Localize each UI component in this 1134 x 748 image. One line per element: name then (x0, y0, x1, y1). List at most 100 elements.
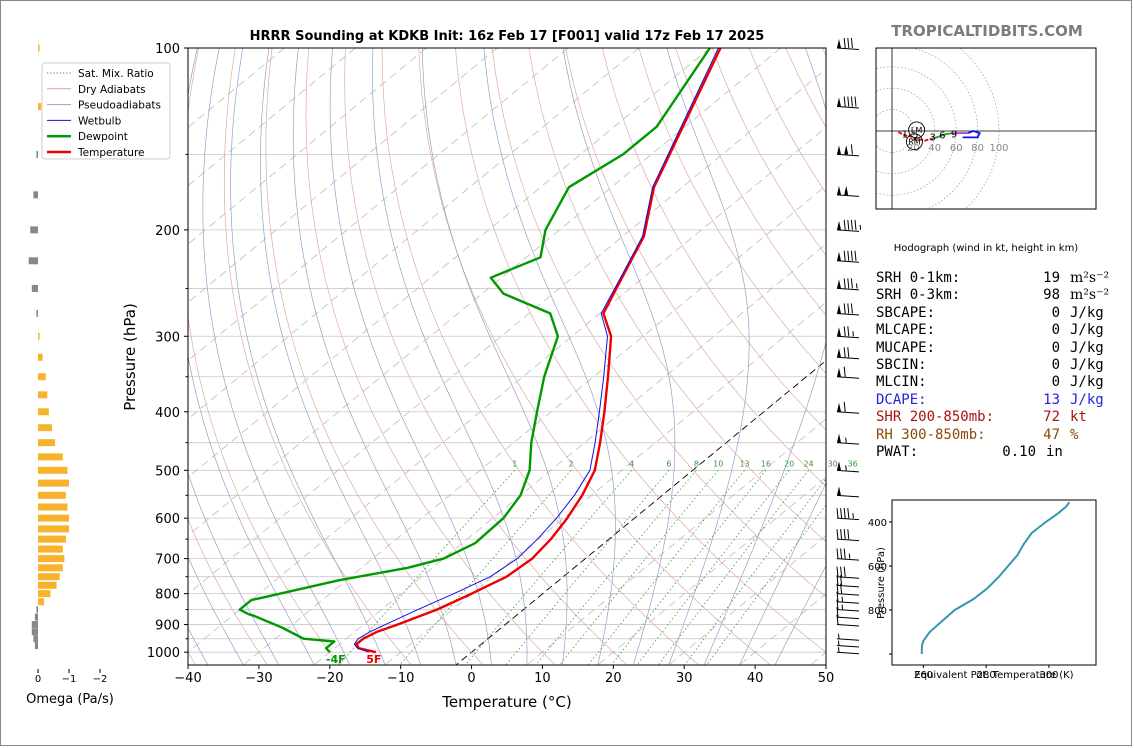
hodograph-caption: Hodograph (wind in kt, height in km) (894, 243, 1079, 254)
wetbulb-profile (353, 48, 719, 653)
pseudoadiabat (739, 482, 826, 665)
barb-full (843, 508, 846, 519)
param-row: RH 300-850mb: 47% (876, 427, 1096, 444)
x-tick-label: −20 (316, 671, 343, 686)
isotherm (243, 185, 826, 665)
barb-full (850, 250, 853, 261)
dry-adiabat (188, 48, 340, 665)
pseudoadiabat (188, 48, 315, 665)
barb-staff (836, 638, 860, 641)
barb-staff (836, 609, 860, 612)
isotherm (526, 418, 826, 665)
mixing-ratio-label: 6 (666, 459, 671, 468)
barb-pennant (837, 461, 841, 471)
param-unit: J/kg (1070, 391, 1104, 408)
barb-staff (836, 651, 860, 655)
barb-staff (836, 106, 860, 109)
hodograph-height-label: 1 (902, 130, 908, 141)
barb-half (841, 604, 844, 610)
mixing-ratio-line (338, 470, 516, 665)
param-unit: in (1046, 443, 1063, 460)
wind-barb (836, 461, 860, 473)
y-tick-label: 700 (155, 553, 180, 568)
barb-full (843, 401, 846, 412)
mixing-ratio-label: 16 (761, 459, 771, 468)
barb-pennant (837, 145, 841, 155)
legend-box (41, 62, 171, 160)
barb-full (836, 607, 839, 618)
barb-half (845, 437, 847, 443)
dry-adiabat (601, 48, 826, 431)
mixing-ratio-line (706, 504, 826, 665)
pseudoadiabat (188, 556, 244, 665)
mixing-ratio-label: 2 (569, 459, 574, 468)
barb-staff (836, 517, 860, 521)
wind-barb (836, 548, 860, 561)
omega-bar (38, 564, 63, 572)
skewt-xlabel: Temperature (°C) (441, 693, 571, 711)
mixing-ratio-line (657, 470, 809, 665)
barb-staff (836, 616, 860, 620)
barb-staff (836, 287, 860, 291)
wind-barb (836, 347, 860, 360)
dry-adiabat (455, 48, 826, 653)
x-tick-label: 40 (747, 671, 764, 686)
param-value: 13 (1043, 391, 1060, 408)
barb-full (843, 326, 846, 337)
param-label: DCAPE: (876, 391, 927, 408)
omega-bar (31, 284, 38, 292)
dry-adiabat (638, 48, 826, 374)
param-row: MLCIN: 0 J/kg (876, 374, 1104, 391)
temperature-profile (355, 48, 722, 654)
barb-full (854, 250, 857, 261)
barb-pennant (837, 486, 841, 496)
omega-bar (36, 309, 38, 317)
surface-temperature-label: 5F (366, 653, 381, 666)
omega-bar (31, 628, 38, 636)
barb-full (850, 219, 853, 230)
barb-full (840, 548, 843, 559)
barb-half (845, 465, 847, 471)
param-unit: m²s⁻² (1070, 287, 1110, 304)
omega-tick-label: −2 (93, 674, 108, 685)
barb-pennant (837, 251, 841, 261)
storm-motion-marker (908, 121, 926, 139)
theta-e-y-tick-label: 600 (868, 562, 887, 573)
legend-entry: Dry Adiabats (78, 84, 146, 96)
mixing-ratio-label: 8 (694, 459, 699, 468)
legend-entry: Pseudoadiabats (78, 100, 161, 112)
wind-barb (836, 614, 860, 627)
theta-e-x-tick-label: 300 (1039, 670, 1058, 681)
param-value: 19 (1043, 270, 1060, 286)
omega-xlabel: Omega (Pa/s) (26, 692, 114, 707)
omega-bar (38, 353, 43, 361)
barb-pennant (837, 348, 841, 358)
wind-barb (836, 303, 860, 316)
wind-barb (836, 326, 860, 339)
param-row: SBCIN: 0 J/kg (876, 357, 1104, 374)
barb-staff (836, 624, 860, 627)
theta-e-y-tick-label: 400 (868, 518, 887, 529)
param-unit: J/kg (1070, 322, 1104, 339)
y-tick-label: 300 (155, 330, 180, 345)
barb-pennant (837, 279, 841, 289)
isotherm (188, 48, 498, 303)
hodograph-trace (897, 131, 933, 142)
omega-bar (38, 103, 42, 111)
barb-full (836, 599, 839, 610)
barb-full (854, 219, 857, 230)
param-row: PWAT: 0.10 in (876, 444, 1096, 461)
wind-barb (836, 486, 860, 498)
dry-adiabat (188, 518, 268, 665)
dry-adiabat (565, 48, 826, 487)
x-tick-label: 50 (818, 671, 835, 686)
barb-pennant (837, 220, 841, 230)
barb-pennant (837, 39, 841, 48)
pseudoadiabat (329, 48, 492, 665)
mixing-ratio-label: 20 (784, 459, 794, 468)
isotherm (188, 126, 826, 653)
barb-full (840, 508, 843, 519)
legend-entry: Temperature (77, 147, 145, 159)
barb-staff (836, 376, 860, 379)
